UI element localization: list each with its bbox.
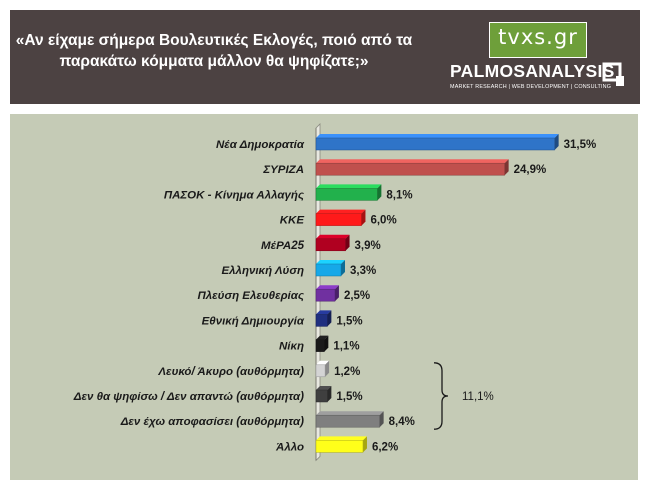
bar xyxy=(315,260,345,277)
tvxs-logo: tvxs.gr xyxy=(489,22,587,58)
palmos-logo-text: PALMOSANALYSIS xyxy=(450,61,615,81)
group-bracket xyxy=(433,362,449,430)
category-label: Ελληνική Λύση xyxy=(221,265,304,277)
value-label: 1,5% xyxy=(336,391,362,403)
value-label: 3,3% xyxy=(350,265,376,277)
value-label: 8,4% xyxy=(389,416,415,428)
category-label: Άλλο xyxy=(275,441,304,453)
category-label: Δεν έχω αποφασίσει (αυθόρμητα) xyxy=(120,416,304,428)
category-label: Λευκό/ Άκυρο (αυθόρμητα) xyxy=(157,366,304,378)
value-label: 6,2% xyxy=(372,441,398,453)
palmos-mark-icon xyxy=(602,62,624,86)
value-label: 8,1% xyxy=(386,189,412,201)
bar xyxy=(315,310,332,327)
value-label: 6,0% xyxy=(370,215,396,227)
palmos-logo-tagline: MARKET RESEARCH | WEB DEVELOPMENT | CONS… xyxy=(450,84,612,90)
category-label: Πλεύση Ελευθερίας xyxy=(198,290,305,302)
category-label: ΚΚΕ xyxy=(280,215,305,227)
bar xyxy=(315,335,329,352)
category-label: Δεν θα ψηφίσω / Δεν απαντώ (αυθόρμητα) xyxy=(73,391,304,403)
bar xyxy=(315,285,339,302)
category-label: Νίκη xyxy=(279,341,304,353)
tvxs-logo-text: tvxs.gr xyxy=(498,25,578,49)
bar xyxy=(315,159,509,176)
value-label: 3,9% xyxy=(355,240,381,252)
bar xyxy=(315,411,384,428)
bar xyxy=(315,386,332,403)
chart-panel: Νέα Δημοκρατία 31,5% ΣΥΡΙΖΑ 24,9% ΠΑΣΟΚ - Κί… xyxy=(10,114,638,480)
bar xyxy=(315,436,367,453)
value-label: 1,5% xyxy=(336,315,362,327)
category-label: ΜέΡΑ25 xyxy=(261,240,305,252)
bar xyxy=(315,134,559,151)
bar xyxy=(315,360,330,378)
survey-question: «Αν είχαμε σήμερα Βουλευτικές Εκλογές, π… xyxy=(15,32,413,70)
value-label: 2,5% xyxy=(344,290,370,302)
category-label: ΣΥΡΙΖΑ xyxy=(262,164,304,176)
category-label: Νέα Δημοκρατία xyxy=(216,139,305,151)
category-label: ΠΑΣΟΚ - Κίνημα Αλλαγής xyxy=(164,189,305,201)
party-vote-chart: Νέα Δημοκρατία 31,5% ΣΥΡΙΖΑ 24,9% ΠΑΣΟΚ - Κί… xyxy=(73,123,597,462)
bar xyxy=(315,209,366,226)
category-label: Εθνική Δημιουργία xyxy=(202,315,305,327)
value-label: 31,5% xyxy=(564,139,597,151)
value-label: 1,1% xyxy=(333,341,359,353)
bar xyxy=(315,184,382,201)
bar xyxy=(315,234,350,252)
bracket-total-label: 11,1% xyxy=(462,391,494,403)
value-label: 24,9% xyxy=(514,164,547,176)
value-label: 1,2% xyxy=(334,366,360,378)
